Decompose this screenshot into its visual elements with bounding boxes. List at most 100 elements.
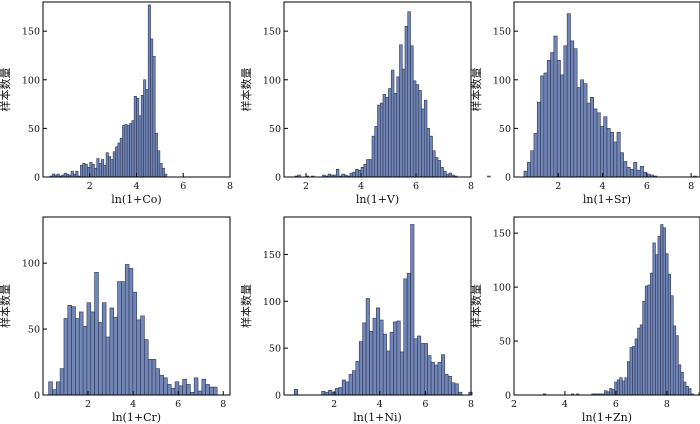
plot-frame	[283, 216, 472, 396]
histogram-bar	[432, 150, 436, 178]
x-tick-label: 2	[87, 181, 93, 192]
histogram-bar	[96, 158, 100, 178]
y-tick-label: 100	[22, 75, 40, 86]
histogram-bar	[629, 168, 634, 178]
histogram-bar	[440, 166, 444, 178]
x-tick-label: 8	[468, 399, 474, 410]
histogram-bar	[390, 69, 395, 178]
x-axis-label: ln(1+Co)	[111, 193, 161, 206]
y-tick-label: 150	[263, 250, 281, 261]
histogram-bar	[70, 170, 74, 178]
x-tick-label: 8	[227, 181, 233, 192]
y-tick-label: 0	[34, 391, 40, 402]
histogram-bar	[454, 383, 459, 396]
histogram-bar	[355, 168, 359, 178]
histogram-bar	[161, 167, 165, 178]
histogram-bar	[610, 131, 614, 178]
histogram-panel-3: 2 4 6 8 0 50 100 150 ln(1+Sr) 样本数量	[469, 1, 700, 206]
histogram-bar	[75, 318, 80, 396]
histogram-bar	[112, 151, 116, 178]
x-tick-label: 8	[688, 181, 694, 192]
histogram-bar	[341, 379, 346, 396]
histogram-bar	[138, 115, 142, 178]
y-axis-label: 样本数量	[469, 68, 483, 112]
histogram-bar	[566, 13, 571, 178]
histogram-bar	[636, 169, 641, 178]
histogram-bar	[650, 272, 654, 396]
histogram-bar	[427, 355, 432, 396]
histogram-bar	[91, 164, 95, 178]
y-tick-label: 100	[493, 283, 511, 294]
y-tick-label: 50	[28, 325, 40, 336]
histogram-bar	[155, 368, 161, 396]
y-axis-label: 样本数量	[0, 284, 12, 328]
histogram-bar	[369, 330, 374, 396]
histogram-bar	[550, 52, 555, 178]
histogram-bar	[423, 343, 428, 396]
histogram-bar	[136, 97, 140, 178]
histogram-bar	[642, 300, 646, 396]
histogram-bar	[633, 162, 638, 178]
histogram-bar	[396, 76, 400, 178]
histogram-bar	[374, 126, 378, 178]
histogram-bar	[632, 346, 636, 396]
x-tick-label: 2	[331, 399, 337, 410]
histogram-bar	[140, 315, 145, 396]
histogram-bar	[52, 389, 57, 396]
x-tick-label: 4	[358, 181, 364, 192]
histogram-bar	[647, 284, 651, 396]
histogram-bar	[678, 364, 682, 396]
histogram-bar	[376, 307, 381, 396]
histogram-bar	[154, 132, 158, 178]
histogram-bar	[619, 152, 624, 178]
histogram-bar	[596, 112, 601, 178]
plot-frame	[42, 216, 231, 396]
histogram-bar	[613, 141, 618, 178]
histogram-bar	[201, 378, 206, 396]
histogram-bar	[533, 132, 538, 178]
histogram-bar	[580, 79, 585, 178]
histogram-bar	[672, 325, 677, 396]
histogram-bar	[48, 381, 53, 396]
x-tick-label: 4	[130, 399, 136, 410]
histogram-bar	[443, 170, 447, 178]
histogram-bar	[526, 162, 531, 178]
histogram-bar	[593, 108, 598, 178]
histogram-bar	[448, 172, 453, 178]
histogram-bar	[662, 227, 666, 396]
histogram-bar	[75, 170, 79, 178]
histogram-bar	[121, 281, 126, 396]
histogram-bar	[197, 390, 203, 396]
histogram-bar	[560, 74, 565, 178]
histogram-bar	[113, 316, 118, 396]
histogram-bar	[590, 96, 595, 178]
histogram-bar	[365, 298, 370, 396]
histogram-bar	[667, 273, 672, 396]
y-tick-label: 100	[263, 75, 281, 86]
y-tick-label: 50	[28, 124, 40, 135]
histogram-bar	[55, 381, 61, 396]
histogram-bar	[101, 159, 105, 178]
histogram-bar	[67, 305, 72, 396]
histogram-bar	[410, 224, 415, 396]
histogram-bar	[94, 167, 98, 178]
histogram-bar	[487, 175, 491, 178]
histogram-bar	[379, 319, 384, 396]
histogram-bar	[406, 272, 411, 396]
histogram-bar	[629, 347, 633, 396]
histogram-bar	[639, 324, 643, 396]
histogram-bar	[98, 163, 102, 178]
x-tick-label: 8	[220, 399, 226, 410]
histogram-bar	[404, 26, 409, 178]
histogram-bar	[147, 359, 153, 396]
y-tick-label: 100	[493, 75, 511, 86]
histogram-bar	[556, 60, 561, 178]
histogram-bar	[536, 101, 541, 178]
histogram-bar	[603, 116, 608, 178]
histogram-bar	[583, 83, 588, 178]
histogram-bar	[639, 166, 644, 178]
y-tick-label: 0	[505, 391, 511, 402]
plot-frame	[513, 216, 700, 396]
histogram-bar	[128, 268, 134, 396]
histogram-bar	[78, 311, 84, 396]
